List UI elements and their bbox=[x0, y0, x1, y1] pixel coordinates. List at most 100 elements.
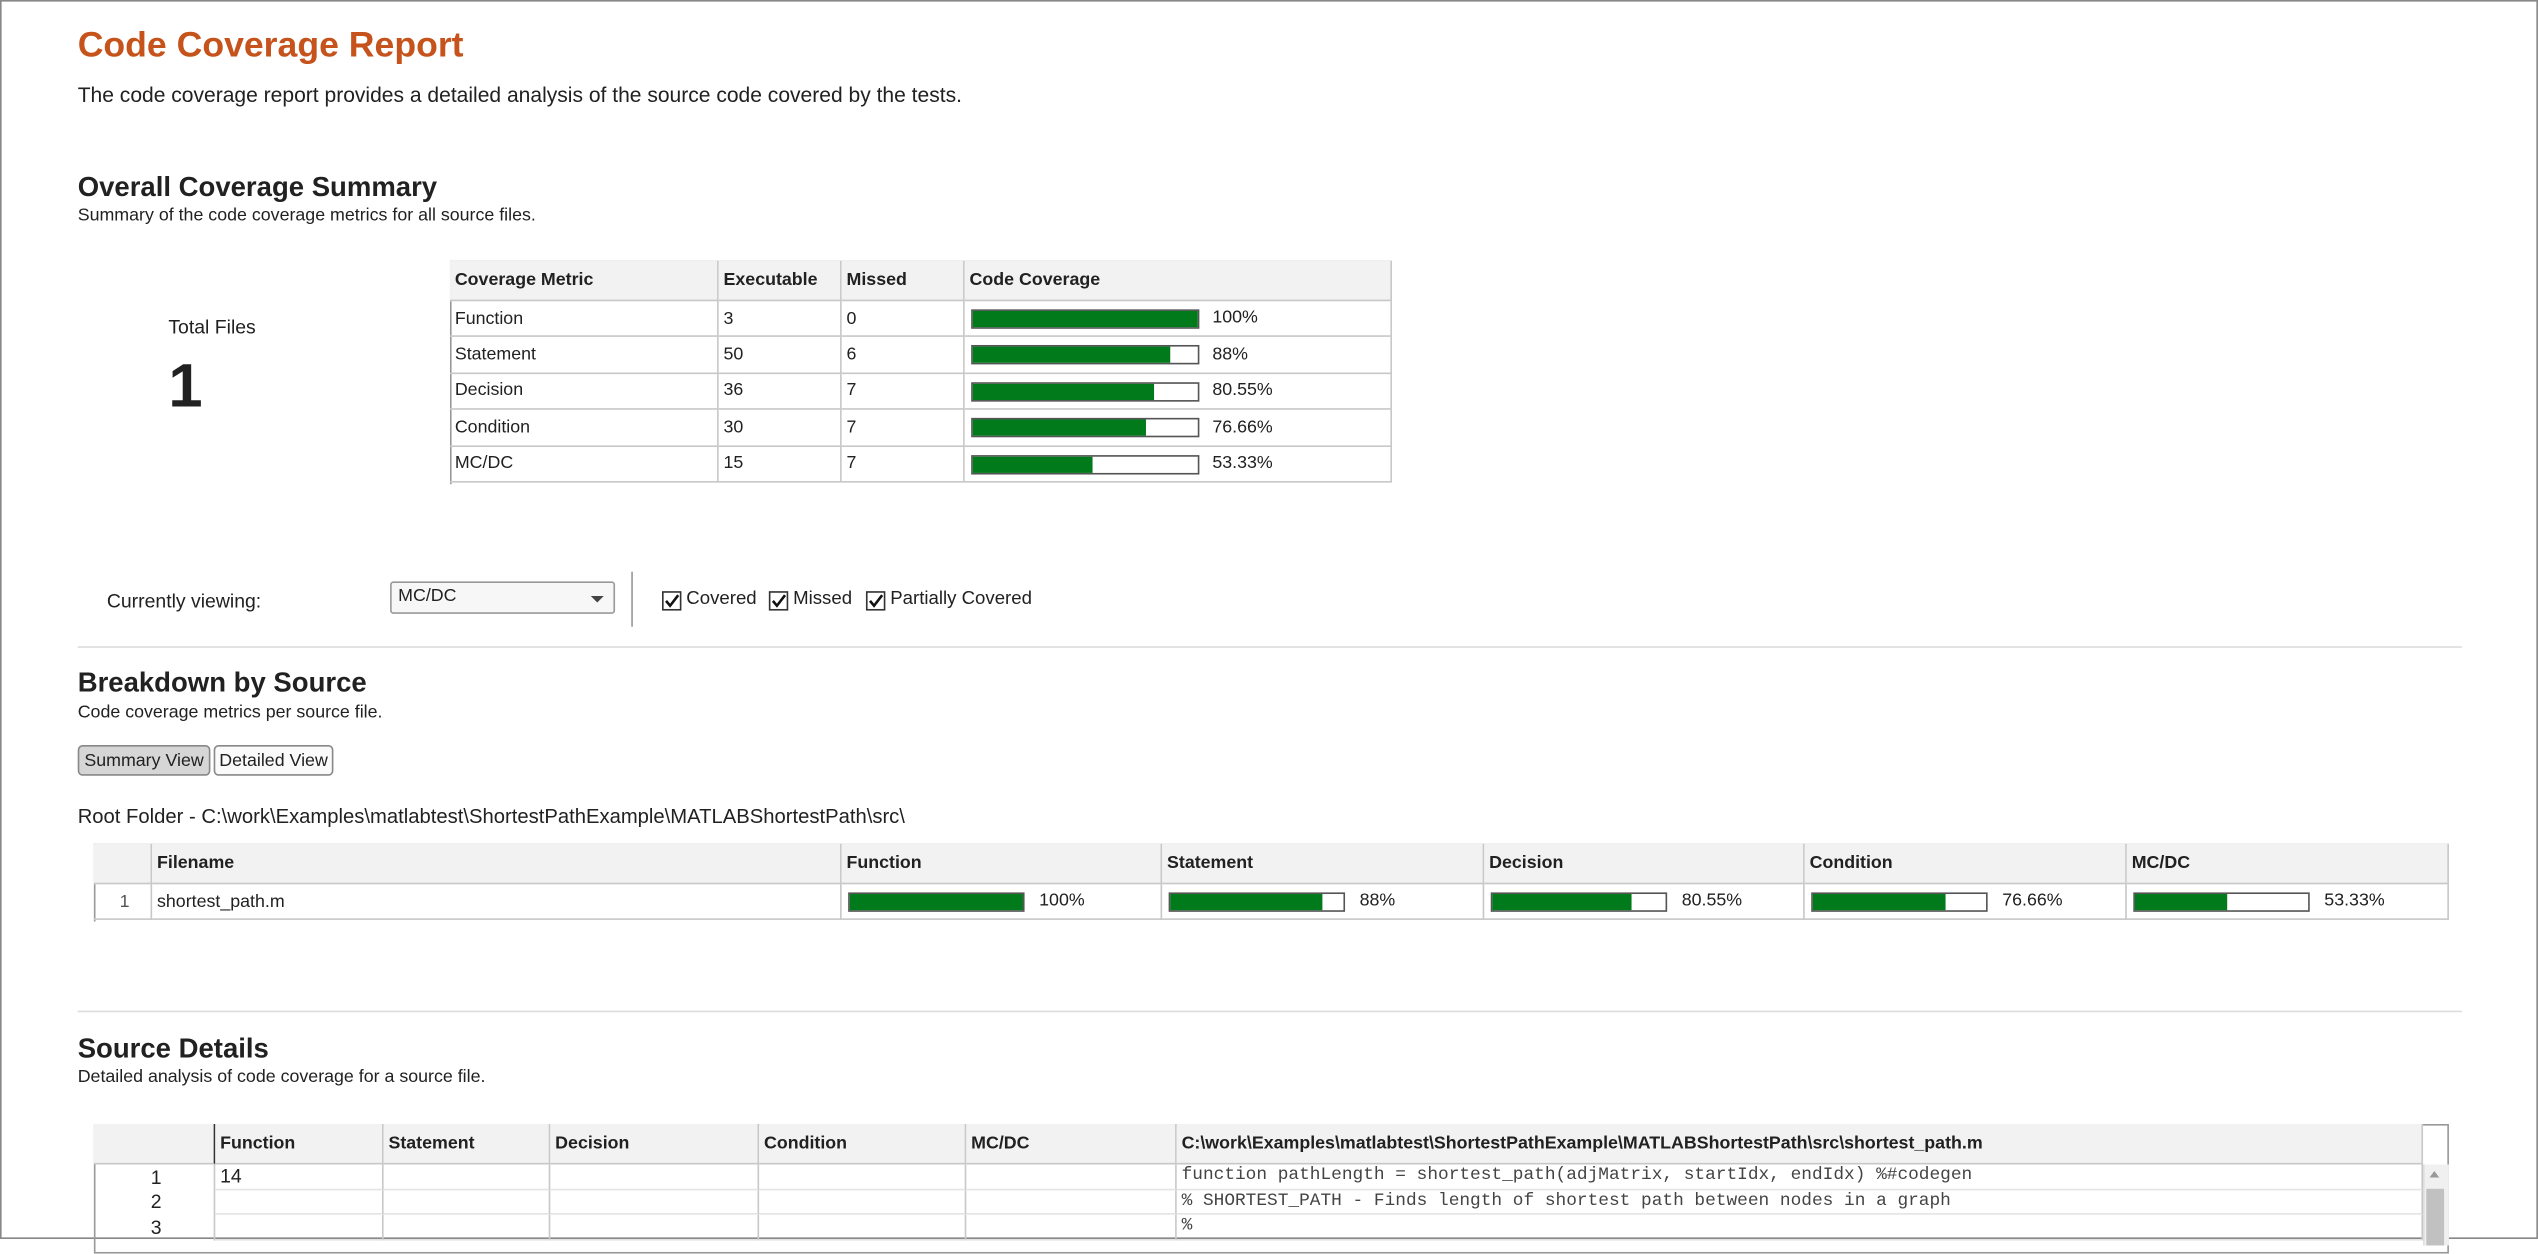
root-folder: Root Folder - C:\work\Examples\matlabtes… bbox=[78, 804, 905, 827]
metric-cell: 15 bbox=[719, 446, 842, 482]
filter-label: Missed bbox=[793, 590, 852, 609]
coverage-bar bbox=[2135, 894, 2227, 910]
metric-cell: 6 bbox=[842, 338, 965, 374]
report-title: Code Coverage Report bbox=[78, 24, 464, 66]
scroll-thumb bbox=[2426, 1189, 2444, 1246]
function-count: 14 bbox=[215, 1164, 383, 1189]
view-button[interactable]: Summary View bbox=[78, 745, 211, 776]
row-number: 1 bbox=[94, 884, 152, 920]
metric-count bbox=[384, 1164, 551, 1189]
column-header: Coverage Metric bbox=[450, 261, 719, 301]
coverage-bar bbox=[850, 894, 1023, 910]
filter-checkbox[interactable] bbox=[662, 591, 681, 610]
report-description: The code coverage report provides a deta… bbox=[78, 83, 962, 107]
coverage-bar bbox=[973, 456, 1093, 472]
total-files-label: Total Files bbox=[168, 315, 255, 338]
line-number: 2 bbox=[94, 1190, 215, 1215]
code-line: % SHORTEST_PATH - Finds length of shorte… bbox=[1177, 1190, 2423, 1215]
metric-count bbox=[966, 1215, 1176, 1240]
metric-cell: 36 bbox=[719, 374, 842, 410]
section-subtitle: Code coverage metrics per source file. bbox=[78, 704, 383, 723]
coverage-label: 80.55% bbox=[1682, 891, 1742, 910]
metric-count bbox=[550, 1190, 759, 1215]
coverage-bar-frame bbox=[971, 454, 1199, 473]
check-mark bbox=[868, 593, 884, 609]
metric-count bbox=[759, 1190, 966, 1215]
view-dropdown[interactable]: MC/DC bbox=[390, 581, 615, 613]
metric-cell: 50 bbox=[719, 338, 842, 374]
metric-count bbox=[759, 1164, 966, 1189]
column-header bbox=[94, 1124, 215, 1164]
metric-name: Function bbox=[450, 301, 719, 337]
coverage-label: 100% bbox=[1212, 308, 1258, 327]
metric-name: Condition bbox=[450, 410, 719, 446]
filter-checkbox[interactable] bbox=[769, 591, 788, 610]
column-header: Function bbox=[215, 1124, 383, 1164]
coverage-bar-frame bbox=[2133, 892, 2309, 911]
coverage-label: 76.66% bbox=[1212, 417, 1272, 436]
column-header: Missed bbox=[842, 261, 965, 301]
section-title: Source Details bbox=[78, 1033, 269, 1065]
section-title: Overall Coverage Summary bbox=[78, 171, 437, 203]
function-count bbox=[215, 1215, 383, 1240]
coverage-bar-frame bbox=[1811, 892, 1987, 911]
scroll-arrow bbox=[2430, 1171, 2440, 1177]
coverage-bar-frame bbox=[971, 382, 1199, 401]
viewing-label: Currently viewing: bbox=[107, 589, 261, 612]
line-number: 1 bbox=[94, 1164, 215, 1189]
filter-checkbox[interactable] bbox=[866, 591, 885, 610]
coverage-label: 53.33% bbox=[2324, 891, 2384, 910]
column-header: Executable bbox=[719, 261, 842, 301]
coverage-bar-frame bbox=[1491, 892, 1667, 911]
view-button[interactable]: Detailed View bbox=[214, 745, 334, 776]
metric-cell: 7 bbox=[842, 410, 965, 446]
check-mark bbox=[770, 593, 786, 609]
metric-name: Decision bbox=[450, 374, 719, 410]
metric-cell: 3 bbox=[719, 301, 842, 337]
separator bbox=[631, 572, 633, 627]
coverage-bar bbox=[973, 420, 1145, 436]
coverage-bar bbox=[1170, 894, 1322, 910]
check-mark bbox=[664, 593, 680, 609]
section-title: Breakdown by Source bbox=[78, 667, 367, 699]
column-header: Function bbox=[842, 844, 1162, 884]
dropdown-arrow bbox=[591, 596, 604, 602]
coverage-label: 100% bbox=[1039, 891, 1085, 910]
coverage-bar bbox=[1813, 894, 1946, 910]
column-header: Filename bbox=[152, 844, 842, 884]
metric-cell: 30 bbox=[719, 410, 842, 446]
code-line: % bbox=[1177, 1215, 2423, 1240]
filename[interactable]: shortest_path.m bbox=[152, 884, 842, 920]
coverage-label: 80.55% bbox=[1212, 381, 1272, 400]
column-header: MC/DC bbox=[966, 1124, 1176, 1164]
line-number: 3 bbox=[94, 1215, 215, 1240]
metric-name: MC/DC bbox=[450, 446, 719, 482]
column-header: MC/DC bbox=[2127, 844, 2449, 884]
divider bbox=[78, 646, 2462, 648]
column-header: Condition bbox=[759, 1124, 966, 1164]
section-subtitle: Summary of the code coverage metrics for… bbox=[78, 206, 536, 225]
code-line: function pathLength = shortest_path(adjM… bbox=[1177, 1164, 2423, 1189]
metric-count bbox=[759, 1215, 966, 1240]
column-header: Code Coverage bbox=[965, 261, 1392, 301]
coverage-bar-frame bbox=[1169, 892, 1345, 911]
coverage-bar-frame bbox=[971, 309, 1199, 328]
column-header: Condition bbox=[1805, 844, 2127, 884]
divider bbox=[78, 1011, 2462, 1013]
metric-cell: 7 bbox=[842, 374, 965, 410]
coverage-bar bbox=[1492, 894, 1632, 910]
dropdown-value: MC/DC bbox=[398, 586, 456, 605]
metric-count bbox=[966, 1190, 1176, 1215]
coverage-bar bbox=[973, 311, 1198, 327]
coverage-bar bbox=[973, 347, 1171, 363]
metric-cell: 7 bbox=[842, 446, 965, 482]
column-header: C:\work\Examples\matlabtest\ShortestPath… bbox=[1177, 1124, 2423, 1164]
coverage-bar-frame bbox=[848, 892, 1024, 911]
coverage-bar-frame bbox=[971, 346, 1199, 365]
metric-count bbox=[384, 1215, 551, 1240]
filter-label: Partially Covered bbox=[890, 590, 1032, 609]
metric-count bbox=[384, 1190, 551, 1215]
metric-count bbox=[550, 1215, 759, 1240]
